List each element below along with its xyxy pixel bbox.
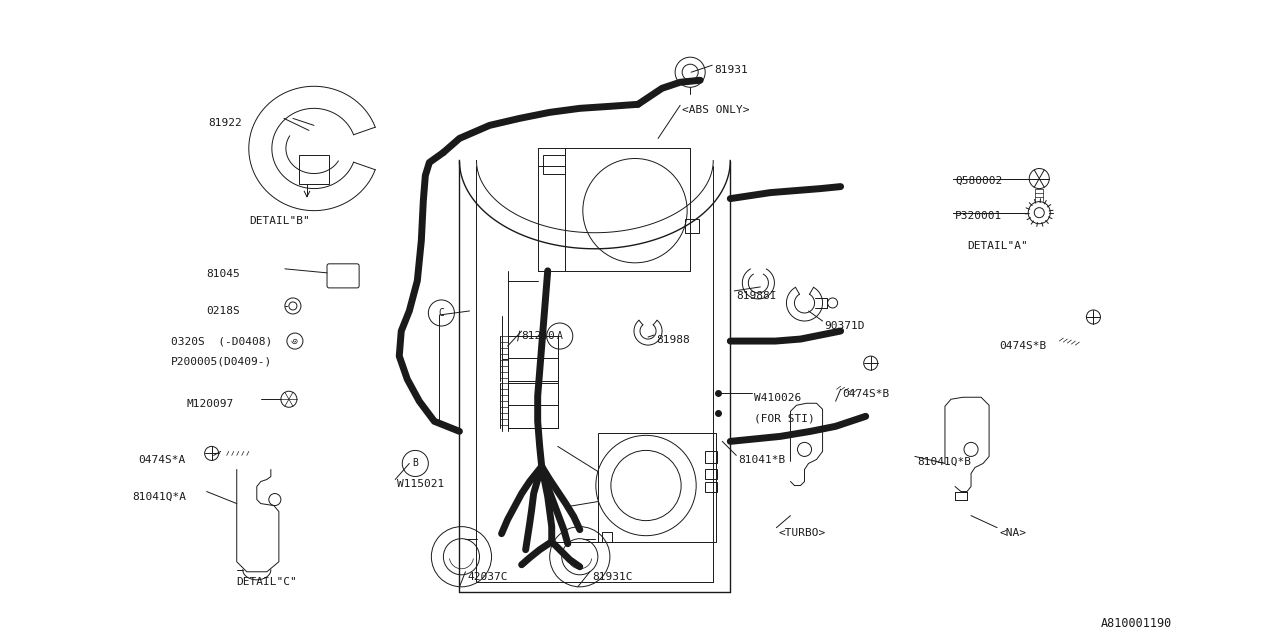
Text: 0474S*B: 0474S*B: [842, 389, 890, 399]
Text: A810001190: A810001190: [1101, 617, 1171, 630]
Bar: [300, 156, 329, 184]
Text: 81041Q*B: 81041Q*B: [916, 456, 970, 467]
Text: 81931: 81931: [714, 65, 748, 76]
Text: 0218S: 0218S: [206, 306, 241, 316]
Text: 81041Q*A: 81041Q*A: [132, 492, 187, 502]
Bar: [602, 532, 612, 541]
Text: A: A: [557, 331, 563, 341]
Text: C: C: [439, 308, 444, 318]
Text: <ABS ONLY>: <ABS ONLY>: [682, 106, 750, 115]
Text: 81041*B: 81041*B: [739, 456, 786, 465]
Text: 0320S  (-D0408): 0320S (-D0408): [170, 336, 271, 346]
Text: 81240: 81240: [522, 331, 556, 341]
Text: W410026: W410026: [754, 393, 801, 403]
Bar: [598, 433, 717, 541]
Bar: [508, 336, 558, 381]
Text: <NA>: <NA>: [1000, 527, 1027, 538]
Text: (FOR STI): (FOR STI): [754, 413, 815, 423]
Text: DETAIL"B": DETAIL"B": [248, 216, 310, 226]
Text: Q580002: Q580002: [955, 175, 1002, 186]
Text: W115021: W115021: [397, 479, 444, 490]
Text: 81988: 81988: [657, 335, 690, 345]
Text: 81045: 81045: [206, 269, 241, 279]
Bar: [705, 470, 717, 479]
Text: DETAIL"A": DETAIL"A": [966, 241, 1028, 251]
Text: P200005(D0409-): P200005(D0409-): [170, 356, 271, 366]
Text: 0474S*A: 0474S*A: [138, 456, 186, 465]
Text: 81931C: 81931C: [591, 572, 632, 582]
Text: M120097: M120097: [187, 399, 234, 409]
Text: P320001: P320001: [955, 211, 1002, 221]
Bar: [685, 219, 699, 233]
Text: DETAIL"C": DETAIL"C": [237, 577, 297, 587]
Text: 42037C: 42037C: [467, 572, 508, 582]
Text: 0474S*B: 0474S*B: [1000, 341, 1046, 351]
Text: B: B: [412, 458, 419, 468]
Bar: [705, 451, 717, 463]
Text: 81922: 81922: [209, 118, 242, 129]
Bar: [543, 156, 564, 173]
Bar: [508, 383, 558, 428]
Text: 81988I: 81988I: [736, 291, 777, 301]
Bar: [705, 481, 717, 492]
Text: 90371D: 90371D: [824, 321, 865, 331]
Text: <TURBO>: <TURBO>: [778, 527, 826, 538]
